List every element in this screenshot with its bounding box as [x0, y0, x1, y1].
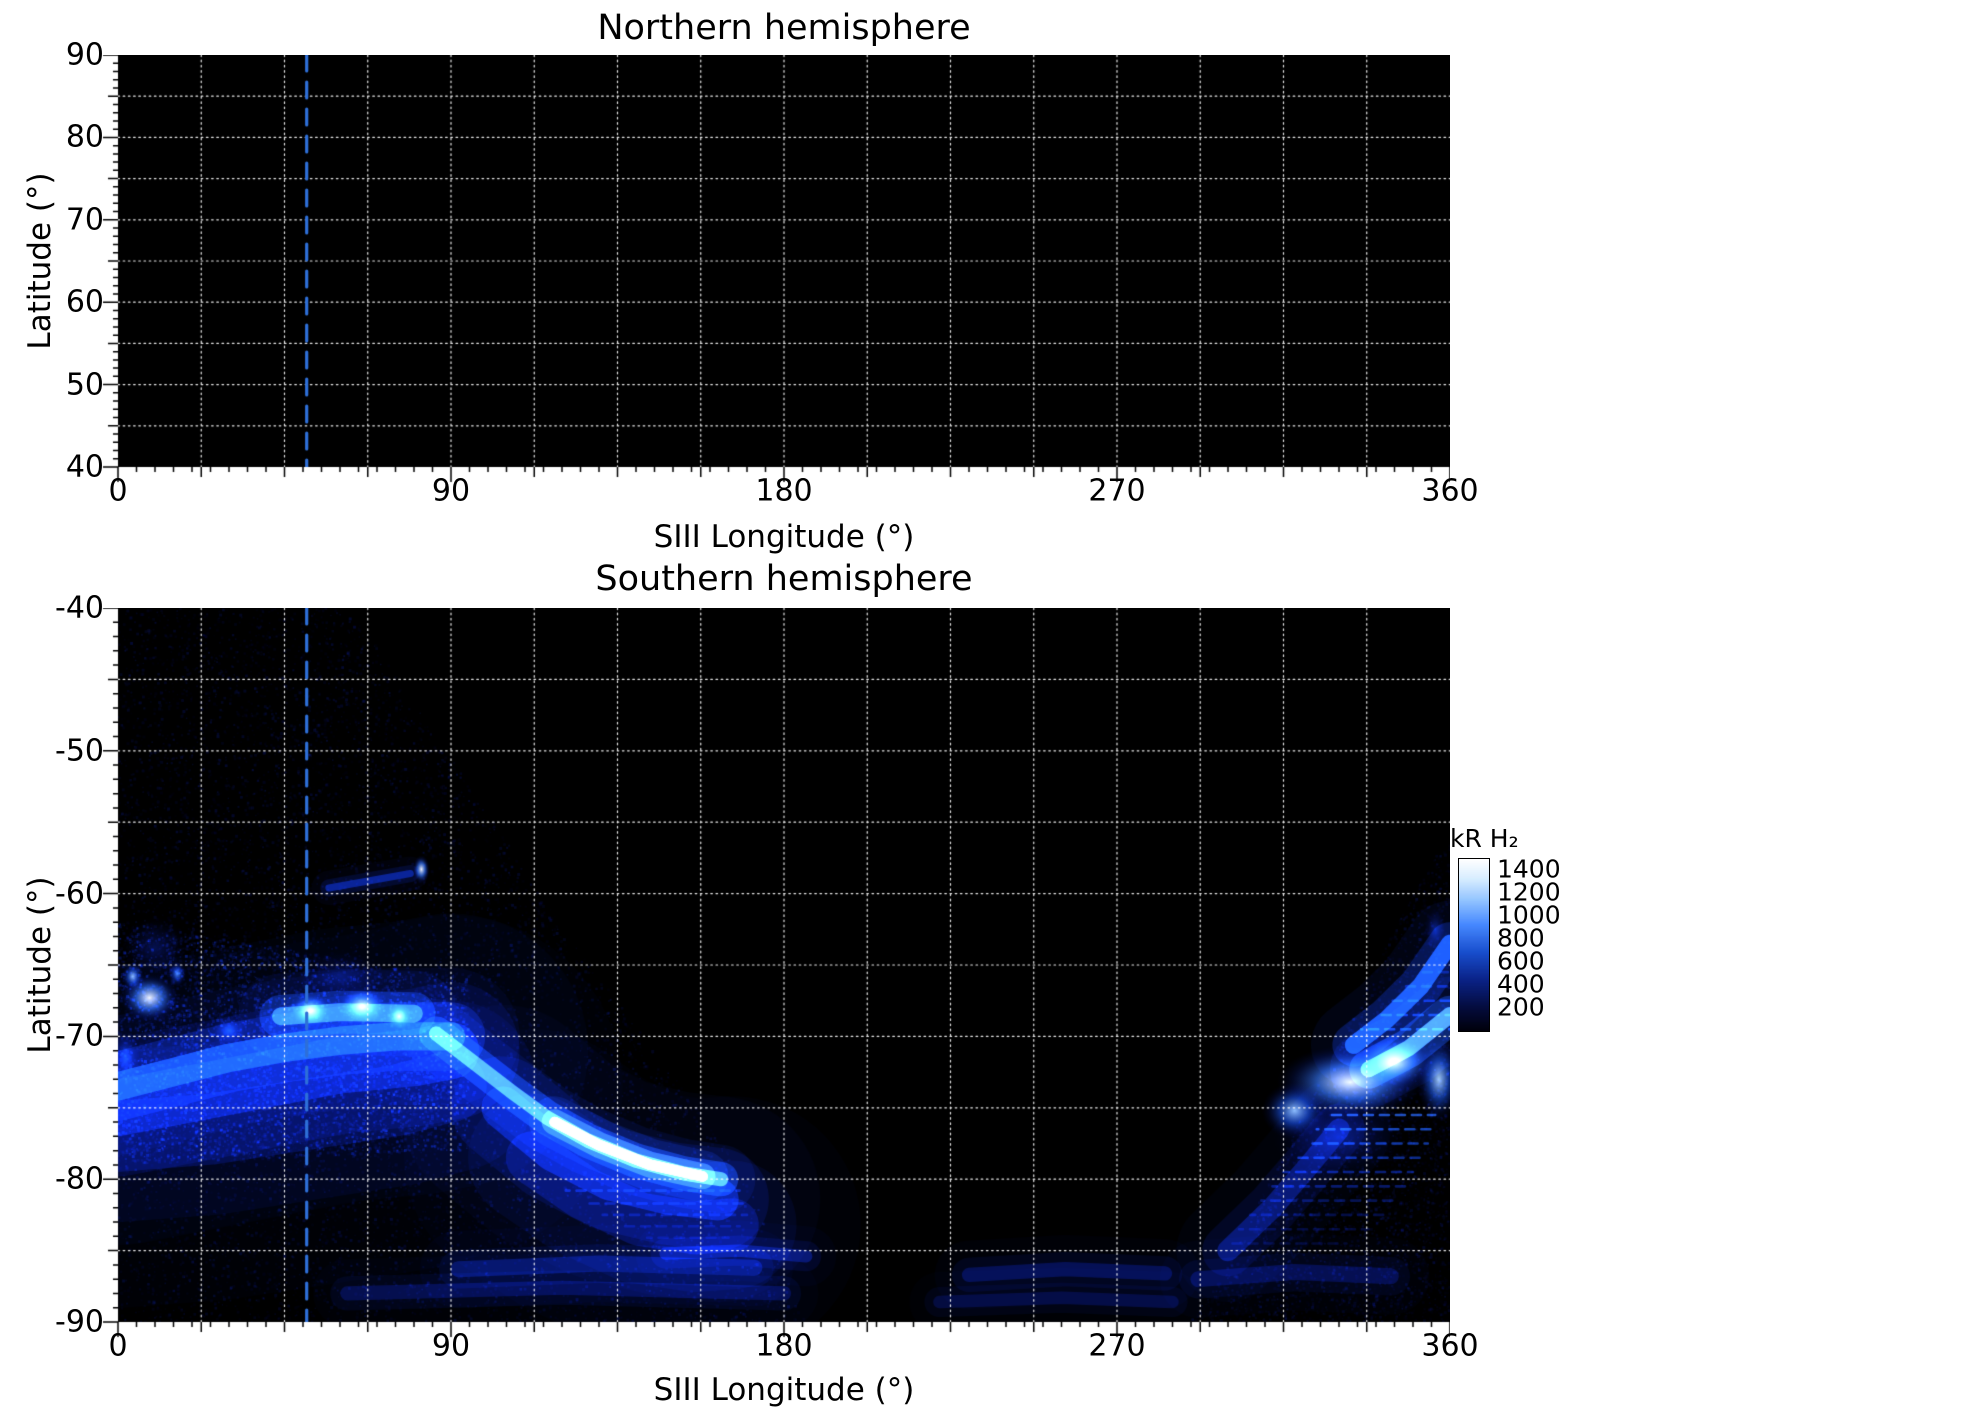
north-y-axis-label: Latitude (°) — [22, 172, 58, 350]
y-tick-label: -70 — [55, 1018, 104, 1054]
south-panel-title: Southern hemisphere — [595, 559, 973, 599]
y-tick-label: 90 — [65, 37, 104, 73]
y-tick-label: -40 — [55, 590, 104, 626]
x-tick-label: 90 — [431, 1328, 471, 1364]
x-tick-label: 0 — [108, 473, 128, 509]
colorbar-title: kR H₂ — [1450, 824, 1519, 853]
colorbar-tick-label: 1400 — [1497, 854, 1561, 884]
colorbar-gradient — [1458, 858, 1490, 1032]
y-tick-label: -90 — [55, 1304, 104, 1340]
north-x-axis-label: SIII Longitude (°) — [653, 519, 915, 555]
y-tick-label: -50 — [55, 733, 104, 769]
x-tick-label: 0 — [108, 1328, 128, 1364]
x-tick-label: 90 — [431, 473, 471, 509]
north-heatmap-canvas — [92, 55, 1450, 493]
x-tick-label: 270 — [1088, 1328, 1146, 1364]
south-y-axis-label: Latitude (°) — [22, 876, 58, 1054]
south-x-axis-label: SIII Longitude (°) — [653, 1372, 915, 1408]
y-tick-label: 50 — [65, 367, 104, 403]
colorbar-tick-label: 600 — [1497, 946, 1545, 976]
north-panel-title: Northern hemisphere — [597, 8, 971, 48]
x-tick-label: 360 — [1421, 1328, 1479, 1364]
y-tick-label: 80 — [65, 119, 104, 155]
south-heatmap-canvas — [92, 608, 1450, 1348]
y-tick-label: -80 — [55, 1161, 104, 1197]
y-tick-label: 70 — [65, 202, 104, 238]
colorbar-tick-label: 1000 — [1497, 900, 1561, 930]
x-tick-label: 270 — [1088, 473, 1146, 509]
y-tick-label: -60 — [55, 876, 104, 912]
x-tick-label: 180 — [755, 473, 813, 509]
y-tick-label: 40 — [65, 449, 104, 485]
colorbar-tick-label: 200 — [1497, 992, 1545, 1022]
x-tick-label: 180 — [755, 1328, 813, 1364]
x-tick-label: 360 — [1421, 473, 1479, 509]
colorbar-tick-label: 800 — [1497, 923, 1545, 953]
colorbar-tick-label: 400 — [1497, 969, 1545, 999]
colorbar-tick-label: 1200 — [1497, 877, 1561, 907]
y-tick-label: 60 — [65, 284, 104, 320]
